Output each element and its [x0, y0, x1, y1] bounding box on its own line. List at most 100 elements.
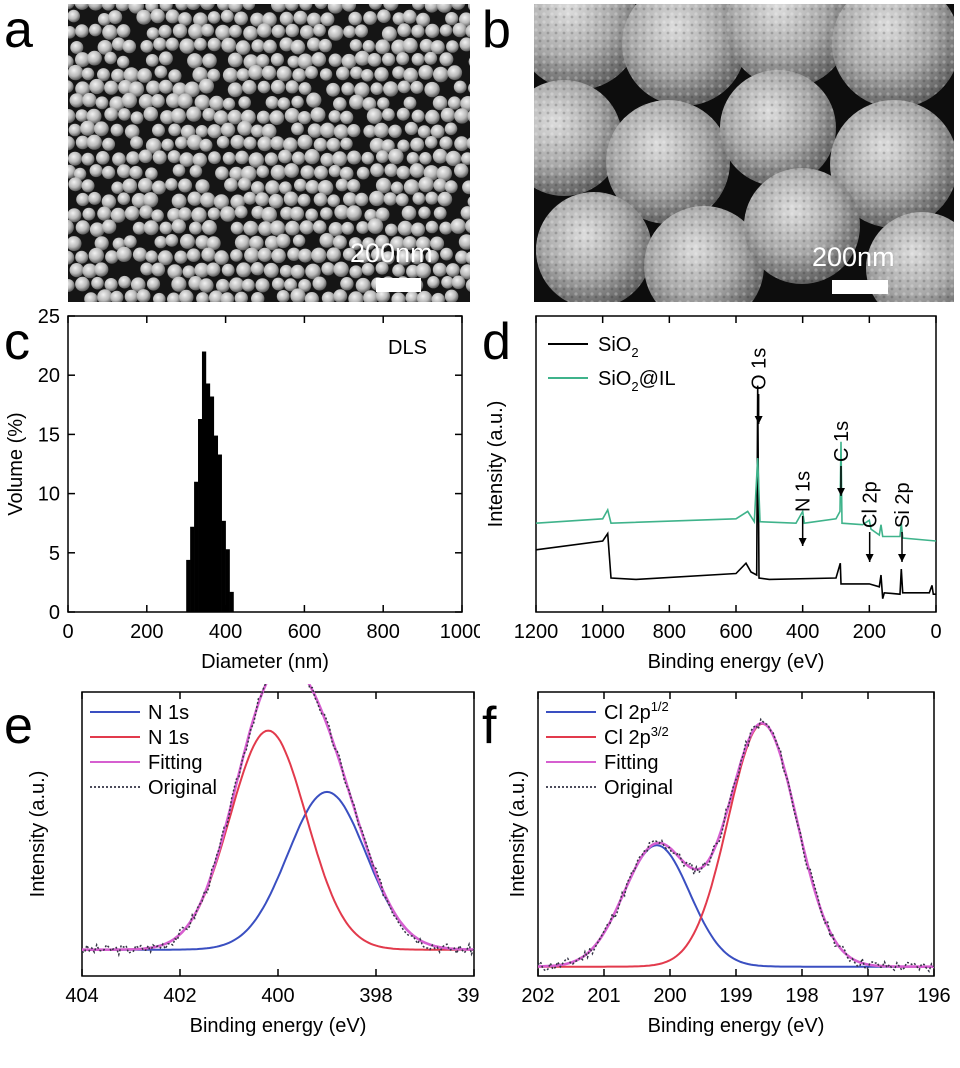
legend-label: Fitting: [148, 752, 202, 774]
sphere: [230, 249, 243, 262]
sphere: [215, 24, 231, 41]
sphere: [326, 82, 340, 97]
plot-frame: [537, 691, 935, 977]
sphere: [82, 263, 98, 279]
sphere: [348, 291, 364, 302]
sphere: [291, 95, 304, 109]
sphere: [454, 108, 470, 124]
sphere: [68, 26, 76, 39]
dls-annotation: DLS: [388, 337, 427, 359]
x-tick-label: 198: [785, 985, 818, 1007]
sphere: [381, 251, 395, 265]
sphere: [227, 82, 243, 98]
sphere: [68, 64, 84, 81]
sphere: [333, 97, 347, 111]
sphere: [467, 110, 470, 122]
sphere: [140, 262, 154, 276]
sphere: [439, 52, 454, 67]
sphere: [430, 236, 445, 251]
sphere: [146, 27, 160, 40]
x-axis-label: Binding energy (eV): [190, 1015, 367, 1037]
sphere: [349, 39, 363, 52]
sphere: [256, 165, 270, 178]
x-tick-label: 1200: [514, 621, 559, 643]
sphere: [419, 38, 434, 53]
sphere: [76, 192, 90, 207]
x-tick-label: 600: [288, 621, 321, 643]
sphere: [375, 39, 391, 55]
sphere: [220, 122, 236, 137]
sphere: [136, 9, 152, 25]
sphere: [129, 165, 143, 180]
sphere: [333, 261, 349, 277]
sphere: [75, 24, 89, 38]
arrow-head: [837, 488, 845, 496]
sphere: [75, 135, 90, 150]
sem-image-a: 200nm: [68, 4, 470, 302]
sphere: [391, 292, 406, 302]
sphere: [412, 192, 426, 205]
sphere: [340, 277, 354, 291]
sphere: [91, 276, 104, 290]
sphere: [235, 40, 251, 55]
sphere: [285, 220, 300, 236]
sphere: [298, 248, 313, 263]
x-tick-label: 1000: [580, 621, 625, 643]
x-tick-label: 200: [853, 621, 886, 643]
sphere: [180, 233, 195, 249]
legend-label: Original: [148, 777, 217, 799]
sphere: [305, 66, 318, 79]
peak-label: N 1s: [793, 471, 815, 512]
sphere: [86, 108, 102, 124]
series-line: [82, 729, 474, 951]
x-tick-label: 800: [653, 621, 686, 643]
legend-label: Cl 2p1/2: [604, 699, 669, 724]
sphere: [172, 82, 188, 98]
sphere: [307, 12, 322, 27]
sphere: [178, 178, 193, 193]
sphere: [216, 4, 231, 11]
sphere: [167, 208, 182, 222]
sphere: [230, 194, 245, 210]
sphere: [186, 4, 201, 10]
sphere: [189, 165, 203, 178]
sphere: [201, 23, 215, 37]
sphere-texture: [720, 70, 836, 186]
sphere-texture: [744, 168, 860, 284]
sphere: [154, 235, 167, 249]
series-line: [537, 844, 934, 968]
sphere: [336, 66, 350, 81]
sphere: [242, 4, 256, 11]
sphere: [287, 55, 300, 68]
sphere: [369, 137, 385, 153]
sphere: [89, 23, 102, 37]
legend-label: SiO2: [598, 334, 639, 360]
sphere: [124, 289, 139, 302]
sphere: [128, 81, 145, 97]
y-axis-label: Intensity (a.u.): [27, 771, 49, 898]
sphere: [292, 234, 306, 247]
sphere: [242, 80, 257, 95]
sphere: [178, 207, 192, 221]
sphere: [158, 24, 172, 38]
y-axis-label: Intensity (a.u.): [507, 771, 529, 898]
sphere: [116, 246, 132, 262]
sphere: [170, 108, 186, 124]
sphere-texture: [622, 4, 746, 106]
sphere: [297, 111, 312, 125]
sphere: [209, 95, 225, 111]
sphere: [243, 25, 258, 41]
sphere: [348, 237, 362, 251]
x-tick-label: 400: [261, 985, 294, 1007]
sphere: [439, 136, 453, 150]
arrow-head: [865, 554, 874, 562]
sphere: [243, 220, 259, 236]
histogram-bar: [186, 559, 191, 612]
legend-label: N 1s: [148, 702, 189, 724]
sphere: [89, 164, 103, 178]
sphere: [193, 12, 208, 27]
sphere: [153, 37, 167, 51]
x-tick-label: 800: [367, 621, 400, 643]
sphere: [403, 67, 419, 83]
sphere: [284, 4, 299, 11]
